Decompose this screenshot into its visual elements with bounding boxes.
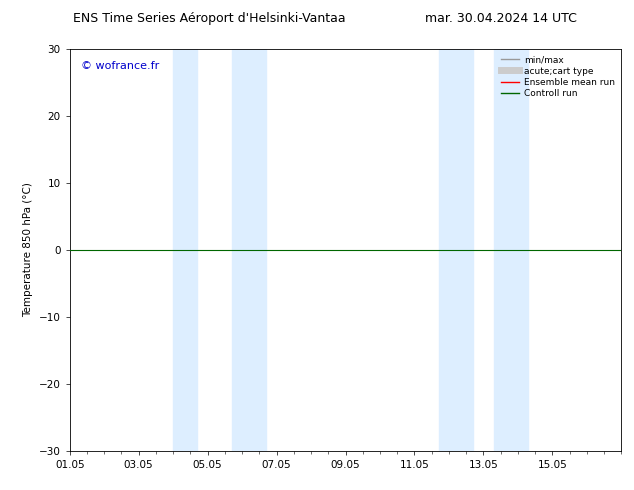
Bar: [439, 49, 473, 451]
Text: © wofrance.fr: © wofrance.fr: [81, 61, 159, 71]
Y-axis label: Temperature 850 hPa (°C): Temperature 850 hPa (°C): [23, 182, 33, 318]
Text: ENS Time Series Aéroport d'Helsinki-Vantaa: ENS Time Series Aéroport d'Helsinki-Vant…: [73, 12, 346, 25]
Bar: [173, 49, 197, 451]
Bar: [232, 49, 266, 451]
Legend: min/max, acute;cart type, Ensemble mean run, Controll run: min/max, acute;cart type, Ensemble mean …: [500, 53, 617, 100]
Text: mar. 30.04.2024 14 UTC: mar. 30.04.2024 14 UTC: [425, 12, 577, 25]
Bar: [494, 49, 528, 451]
